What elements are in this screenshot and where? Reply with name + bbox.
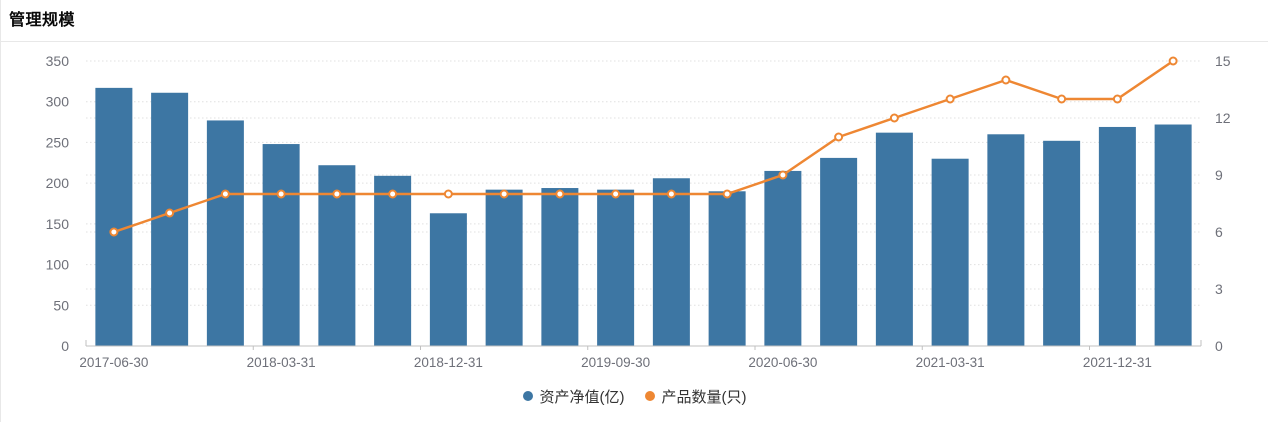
gridlines bbox=[86, 60, 1201, 306]
bar-2018-12-31[interactable] bbox=[429, 213, 467, 346]
bar-series-net-asset-value bbox=[95, 87, 1192, 346]
legend-item-net-asset-value[interactable]: 资产净值(亿) bbox=[522, 386, 625, 407]
bar-2018-09-30[interactable] bbox=[374, 175, 412, 346]
line-point-2021-06-30[interactable] bbox=[1001, 75, 1011, 85]
bar-2017-09-30[interactable] bbox=[151, 92, 189, 346]
line-point-2019-03-31[interactable] bbox=[499, 189, 509, 199]
x-axis-tick-label: 2021-12-31 bbox=[1083, 355, 1152, 370]
line-point-2019-06-30[interactable] bbox=[555, 189, 565, 199]
x-axis-labels: 2017-06-30 2018-03-31 2018-12-31 2019-09-30… bbox=[79, 355, 1152, 370]
x-axis-tick-label: 2017-06-30 bbox=[79, 355, 148, 370]
left-axis-tick-label: 50 bbox=[53, 297, 69, 313]
bar-2020-03-31[interactable] bbox=[708, 191, 746, 346]
left-axis-tick-label: 250 bbox=[46, 134, 70, 150]
line-series-product-count bbox=[109, 56, 1178, 237]
x-axis-tick-label: 2018-12-31 bbox=[414, 355, 483, 370]
legend-label-net-asset-value: 资产净值(亿) bbox=[539, 388, 625, 406]
legend-label-product-count: 产品数量(只) bbox=[661, 388, 747, 406]
line-point-2017-12-31[interactable] bbox=[220, 189, 230, 199]
bar-2019-06-30[interactable] bbox=[541, 188, 579, 346]
chart-legend: 资产净值(亿) 产品数量(只) bbox=[1, 384, 1268, 408]
card-header: 管理规模 bbox=[1, 0, 1268, 41]
right-axis-tick-label: 9 bbox=[1215, 167, 1223, 183]
right-axis-tick-label: 6 bbox=[1215, 224, 1223, 240]
line-point-2017-09-30[interactable] bbox=[165, 208, 175, 218]
bar-2017-06-30[interactable] bbox=[95, 87, 133, 346]
line-point-2022-03-31[interactable] bbox=[1168, 56, 1178, 66]
right-axis-tick-label: 3 bbox=[1215, 281, 1223, 297]
bar-2021-03-31[interactable] bbox=[931, 158, 969, 346]
x-axis bbox=[85, 340, 1202, 350]
bar-2020-06-30[interactable] bbox=[764, 170, 802, 346]
line-point-2018-09-30[interactable] bbox=[388, 189, 398, 199]
bar-2020-12-31[interactable] bbox=[875, 132, 913, 346]
bar-2022-03-31[interactable] bbox=[1154, 124, 1192, 346]
right-axis-tick-label: 12 bbox=[1215, 110, 1231, 126]
net-asset-value-dot-icon bbox=[522, 391, 533, 401]
bar-2021-12-31[interactable] bbox=[1098, 126, 1136, 346]
right-axis-tick-label: 0 bbox=[1215, 338, 1223, 354]
left-axis-tick-label: 300 bbox=[46, 94, 70, 110]
line-point-2018-06-30[interactable] bbox=[332, 189, 342, 199]
header-divider bbox=[1, 41, 1268, 42]
line-point-2019-12-31[interactable] bbox=[666, 189, 676, 199]
x-axis-tick-label: 2021-03-31 bbox=[916, 355, 985, 370]
bar-2021-09-30[interactable] bbox=[1043, 140, 1081, 346]
left-axis-tick-label: 150 bbox=[46, 216, 70, 232]
bar-2019-03-31[interactable] bbox=[485, 189, 523, 346]
left-axis-tick-label: 350 bbox=[46, 53, 70, 69]
left-axis-tick-label: 200 bbox=[46, 175, 70, 191]
bar-2019-12-31[interactable] bbox=[652, 178, 690, 346]
line-point-2018-12-31[interactable] bbox=[443, 189, 453, 199]
line-point-2021-12-31[interactable] bbox=[1112, 94, 1122, 104]
line-point-2020-03-31[interactable] bbox=[722, 189, 732, 199]
x-axis-tick-label: 2018-03-31 bbox=[247, 355, 316, 370]
x-axis-tick-label: 2020-06-30 bbox=[748, 355, 817, 370]
line-point-2020-09-30[interactable] bbox=[834, 132, 844, 142]
bar-2018-03-31[interactable] bbox=[262, 144, 300, 346]
x-axis-tick-label: 2019-09-30 bbox=[581, 355, 650, 370]
product-count-dot-icon bbox=[644, 391, 655, 401]
line-point-2020-06-30[interactable] bbox=[778, 170, 788, 180]
bar-2020-09-30[interactable] bbox=[820, 157, 858, 346]
bar-2017-12-31[interactable] bbox=[206, 120, 244, 346]
line-point-2021-03-31[interactable] bbox=[945, 94, 955, 104]
left-axis-tick-label: 100 bbox=[46, 257, 70, 273]
line-point-2017-06-30[interactable] bbox=[109, 227, 119, 237]
left-axis-tick-label: 0 bbox=[61, 338, 69, 354]
chart-area: 0 50 100 150 200 250 300 350 0 3 6 9 12 15 2017-06-30 2… bbox=[1, 42, 1268, 408]
line-point-2019-09-30[interactable] bbox=[611, 189, 621, 199]
right-y-axis-labels: 0 3 6 9 12 15 bbox=[1215, 53, 1231, 354]
line-point-2021-09-30[interactable] bbox=[1057, 94, 1067, 104]
line-point-2018-03-31[interactable] bbox=[276, 189, 286, 199]
bar-2019-09-30[interactable] bbox=[597, 189, 635, 346]
left-y-axis-labels: 0 50 100 150 200 250 300 350 bbox=[46, 53, 70, 354]
line-point-2020-12-31[interactable] bbox=[889, 113, 899, 123]
legend-item-product-count[interactable]: 产品数量(只) bbox=[644, 386, 747, 407]
right-axis-tick-label: 15 bbox=[1215, 53, 1231, 69]
bar-2021-06-30[interactable] bbox=[987, 134, 1025, 346]
page-title: 管理规模 bbox=[9, 12, 76, 29]
